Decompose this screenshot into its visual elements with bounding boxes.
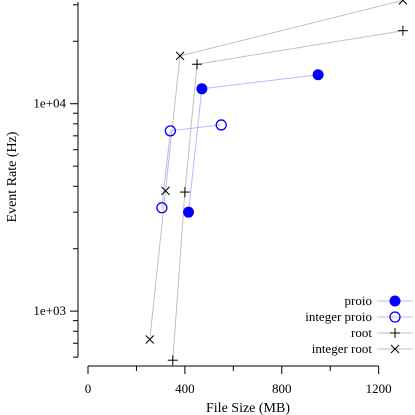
legend-marker-integer-proio <box>389 311 401 323</box>
x-tick-label-3: 1200 <box>366 381 392 396</box>
legend-marker-integer-proio-shape <box>389 311 401 323</box>
point-root-0 <box>167 355 178 366</box>
legend-marker-proio <box>389 295 401 307</box>
series-line-integer-proio <box>161 124 222 208</box>
point-proio-1 <box>196 83 208 95</box>
point-integer-root-1-d2 <box>161 186 170 196</box>
point-integer-root-0-d2 <box>145 335 155 344</box>
point-integer-root-0 <box>145 335 155 344</box>
legend-label-integer-proio: integer proio <box>305 309 372 324</box>
point-integer-proio-1-shape <box>164 125 177 137</box>
series-line-proio <box>188 74 319 213</box>
legend-label-proio: proio <box>345 293 372 308</box>
point-proio-2-shape <box>312 69 324 81</box>
series-line-integer-root <box>149 0 404 340</box>
point-proio-2 <box>312 69 324 81</box>
legend-marker-integer-root-d2 <box>390 344 400 354</box>
axes: 0 400 800 1200 1e+03 1e+04 <box>33 2 392 396</box>
legend-label-integer-root: integer root <box>312 341 373 356</box>
point-integer-root-3 <box>398 0 408 5</box>
x-tick-label-1: 400 <box>175 381 195 396</box>
point-integer-root-2 <box>175 51 185 61</box>
x-axis-title: File Size (MB) <box>206 401 290 415</box>
point-root-1 <box>179 187 190 198</box>
point-integer-root-1 <box>161 186 170 196</box>
legend-marker-integer-root <box>390 344 400 354</box>
point-proio-1-shape <box>196 83 208 95</box>
point-integer-proio-0 <box>156 202 168 214</box>
point-proio-0-shape <box>183 206 195 218</box>
point-integer-root-3-d2 <box>398 0 404 5</box>
point-root-3 <box>397 25 408 36</box>
point-integer-root-2-d2 <box>175 51 185 61</box>
point-proio-0 <box>183 206 195 218</box>
point-integer-proio-1 <box>164 125 177 137</box>
y-tick-label-1: 1e+04 <box>33 96 66 111</box>
x-tick-label-0: 0 <box>85 381 92 396</box>
legend-marker-root <box>390 328 400 338</box>
x-tick-label-2: 800 <box>272 381 292 396</box>
series-markers <box>145 0 408 366</box>
point-integer-proio-0-shape <box>156 202 168 214</box>
y-axis-title: Event Rate (Hz) <box>5 131 20 222</box>
y-tick-label-0: 1e+03 <box>33 303 66 318</box>
point-integer-proio-2 <box>215 119 227 131</box>
point-root-2 <box>192 59 202 70</box>
legend-marker-proio-shape <box>389 295 401 307</box>
point-integer-proio-2-shape <box>215 119 227 131</box>
series-line-root <box>172 30 403 361</box>
legend-label-root: root <box>351 325 372 340</box>
